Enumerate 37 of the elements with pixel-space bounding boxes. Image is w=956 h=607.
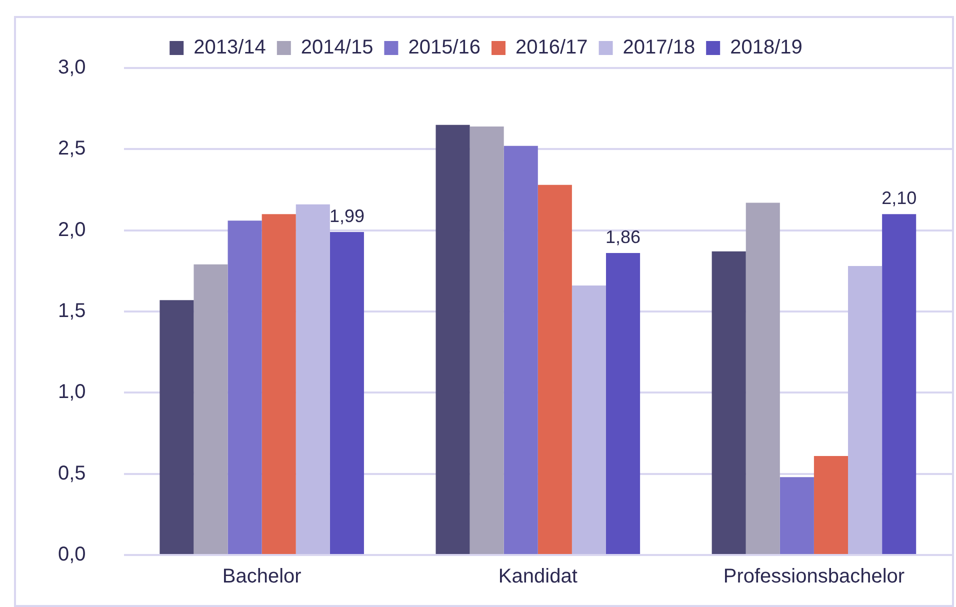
bar — [228, 220, 262, 554]
x-tick-label: Kandidat — [498, 566, 578, 588]
data-label: 2,10 — [882, 188, 917, 208]
x-tick-label: Bachelor — [222, 566, 302, 588]
bar — [330, 232, 364, 554]
legend-label: 2014/15 — [300, 36, 374, 59]
bar — [194, 264, 228, 554]
bar — [848, 266, 882, 554]
y-tick-label: 1,5 — [58, 300, 86, 322]
data-label: 1,86 — [606, 227, 641, 248]
bar — [296, 204, 330, 554]
legend-label: 2013/14 — [194, 36, 266, 59]
bar — [160, 300, 194, 554]
bar — [262, 214, 296, 554]
bar — [572, 286, 606, 554]
bar — [712, 251, 746, 554]
bar — [882, 214, 916, 554]
bar — [538, 184, 572, 554]
y-tick-label: 0,5 — [58, 462, 86, 484]
bar — [504, 146, 538, 554]
bar — [606, 253, 640, 554]
bar — [780, 477, 814, 554]
legend-label: 2018/19 — [730, 36, 802, 59]
legend-label: 2017/18 — [622, 36, 696, 59]
bar — [814, 456, 848, 554]
legend-label: 2016/17 — [516, 36, 588, 59]
legend-label: 2015/16 — [408, 36, 480, 59]
bar — [746, 202, 780, 554]
y-tick-label: 2,5 — [58, 138, 86, 160]
bar — [436, 124, 470, 554]
y-tick-label: 2,0 — [58, 218, 86, 241]
y-tick-label: 3,0 — [58, 56, 86, 79]
x-tick-label: Professionsbachelor — [723, 566, 905, 588]
data-label: 1,99 — [329, 206, 364, 226]
y-tick-label: 0,0 — [58, 544, 86, 566]
y-tick-label: 1,0 — [58, 381, 86, 404]
bar — [470, 126, 504, 554]
